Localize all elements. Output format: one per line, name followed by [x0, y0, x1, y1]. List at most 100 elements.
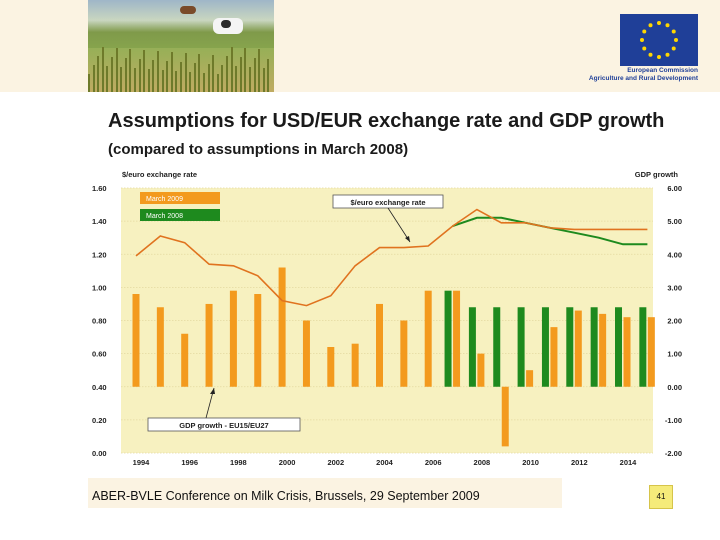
eu-star-icon — [657, 55, 661, 59]
gdp-bar — [526, 370, 534, 387]
ytick-left-label: 0.20 — [92, 416, 107, 425]
grass-stroke — [170, 52, 173, 92]
footer-box — [88, 478, 562, 508]
annotation-arrowhead — [210, 388, 215, 394]
eu-star-icon — [671, 29, 676, 34]
gdp-bar — [444, 290, 452, 387]
gdp-bar — [205, 303, 213, 387]
xtick-label: 2002 — [327, 458, 344, 467]
axis-ticks: 1.60 1.40 1.20 1.00 0.80 0.60 0.40 0.20 0.00 6.00… — [92, 184, 682, 467]
xtick-label: 1994 — [133, 458, 151, 467]
grass-stroke — [212, 55, 215, 92]
grass-stroke — [221, 65, 224, 92]
grass-stroke — [258, 49, 261, 92]
logo-line-1: European Commission — [627, 67, 698, 74]
xtick-label: 2006 — [425, 458, 442, 467]
xtick-label: 2014 — [620, 458, 638, 467]
gdp-bar — [517, 307, 525, 387]
ytick-left-label: 1.00 — [92, 283, 107, 292]
eu-flag-icon — [620, 14, 698, 66]
gdp-bar — [254, 294, 262, 387]
gdp-bar — [302, 320, 310, 387]
gdp-bar — [278, 267, 286, 387]
ytick-right-label: -1.00 — [665, 416, 682, 425]
grass-stroke — [230, 47, 233, 92]
gdp-bar — [156, 307, 164, 387]
ytick-right-label: -2.00 — [665, 449, 682, 458]
grass-stroke — [129, 49, 132, 92]
grass-stroke — [138, 59, 141, 92]
exchange-line-march-2009 — [135, 208, 648, 307]
grass-stroke — [203, 73, 205, 92]
grass-stroke — [115, 48, 118, 92]
grass-stroke — [166, 61, 169, 92]
grass-stroke — [189, 72, 192, 92]
gdp-bars — [132, 267, 655, 447]
grass-stroke — [253, 58, 256, 92]
grass-stroke — [249, 67, 251, 92]
grass-stroke — [152, 60, 155, 92]
grass-stroke — [216, 74, 219, 92]
gdp-bar — [424, 290, 432, 387]
grass-stroke — [88, 74, 90, 92]
gdp-exchange-chart: 1.60 1.40 1.20 1.00 0.80 0.60 0.40 0.20 0.00 6.00… — [92, 170, 682, 467]
eu-star-icon — [648, 23, 653, 28]
ytick-right-label: 1.00 — [667, 350, 682, 359]
ytick-right-label: 4.00 — [667, 250, 682, 259]
ytick-right-label: 0.00 — [667, 383, 682, 392]
grass-stroke — [193, 63, 196, 92]
grass-stroke — [157, 51, 159, 92]
eu-star-icon — [671, 46, 676, 51]
eu-star-icon — [674, 38, 678, 42]
grass-stroke — [267, 59, 270, 92]
page-number: 41 — [649, 485, 673, 509]
gdp-bar — [400, 320, 408, 387]
gdp-bar — [541, 307, 549, 387]
annotation-arrowhead — [405, 236, 410, 242]
exchange-lines — [135, 208, 648, 307]
eu-star-icon — [657, 21, 661, 25]
grass-stroke — [124, 58, 127, 92]
cow-spot — [221, 20, 231, 28]
eu-star-icon — [665, 23, 670, 28]
gdp-bar — [501, 386, 509, 447]
ytick-right-label: 2.00 — [667, 317, 682, 326]
gdp-bar — [132, 294, 140, 387]
eu-star-icon — [665, 52, 670, 57]
grass-stroke — [262, 68, 265, 92]
grass-stroke — [161, 70, 164, 92]
grass-stroke — [106, 66, 109, 92]
page-title: Assumptions for USD/EUR exchange rate an… — [108, 108, 708, 163]
grass-stroke — [111, 57, 113, 92]
gdp-bar — [493, 307, 501, 387]
annotations: $/euro exchange rate GDP growth - EU15/EU… — [147, 194, 444, 432]
grass-stroke — [235, 66, 238, 92]
cow-shape — [180, 6, 196, 14]
grass-stroke — [207, 64, 210, 92]
ytick-left-label: 0.80 — [92, 317, 107, 326]
eu-star-icon — [640, 38, 644, 42]
legend-label: March 2008 — [146, 213, 183, 220]
gdp-bar — [647, 317, 655, 387]
gdp-bar — [229, 290, 237, 387]
annotation-arrow — [387, 207, 411, 243]
eu-star-icon — [642, 29, 647, 34]
ylabel-right: GDP growth — [635, 170, 679, 179]
xtick-label: 2010 — [522, 458, 539, 467]
title-main: Assumptions for USD/EUR exchange rate an… — [108, 110, 665, 132]
eu-stars-icon — [640, 21, 678, 59]
grass-stroke — [180, 62, 182, 92]
annotation-box — [147, 417, 301, 432]
legend-swatch — [140, 209, 220, 221]
legend-label: March 2009 — [146, 196, 183, 203]
gdp-bar — [590, 307, 598, 387]
gdp-bar — [181, 333, 189, 387]
grass-stroke — [244, 48, 247, 92]
gdp-bar — [639, 307, 647, 387]
gdp-bar — [376, 303, 383, 387]
grass-stroke — [92, 65, 95, 92]
grass-stroke — [226, 56, 228, 92]
ytick-left-label: 0.00 — [92, 449, 107, 458]
grass-stroke — [198, 54, 201, 92]
eu-star-icon — [642, 46, 647, 51]
